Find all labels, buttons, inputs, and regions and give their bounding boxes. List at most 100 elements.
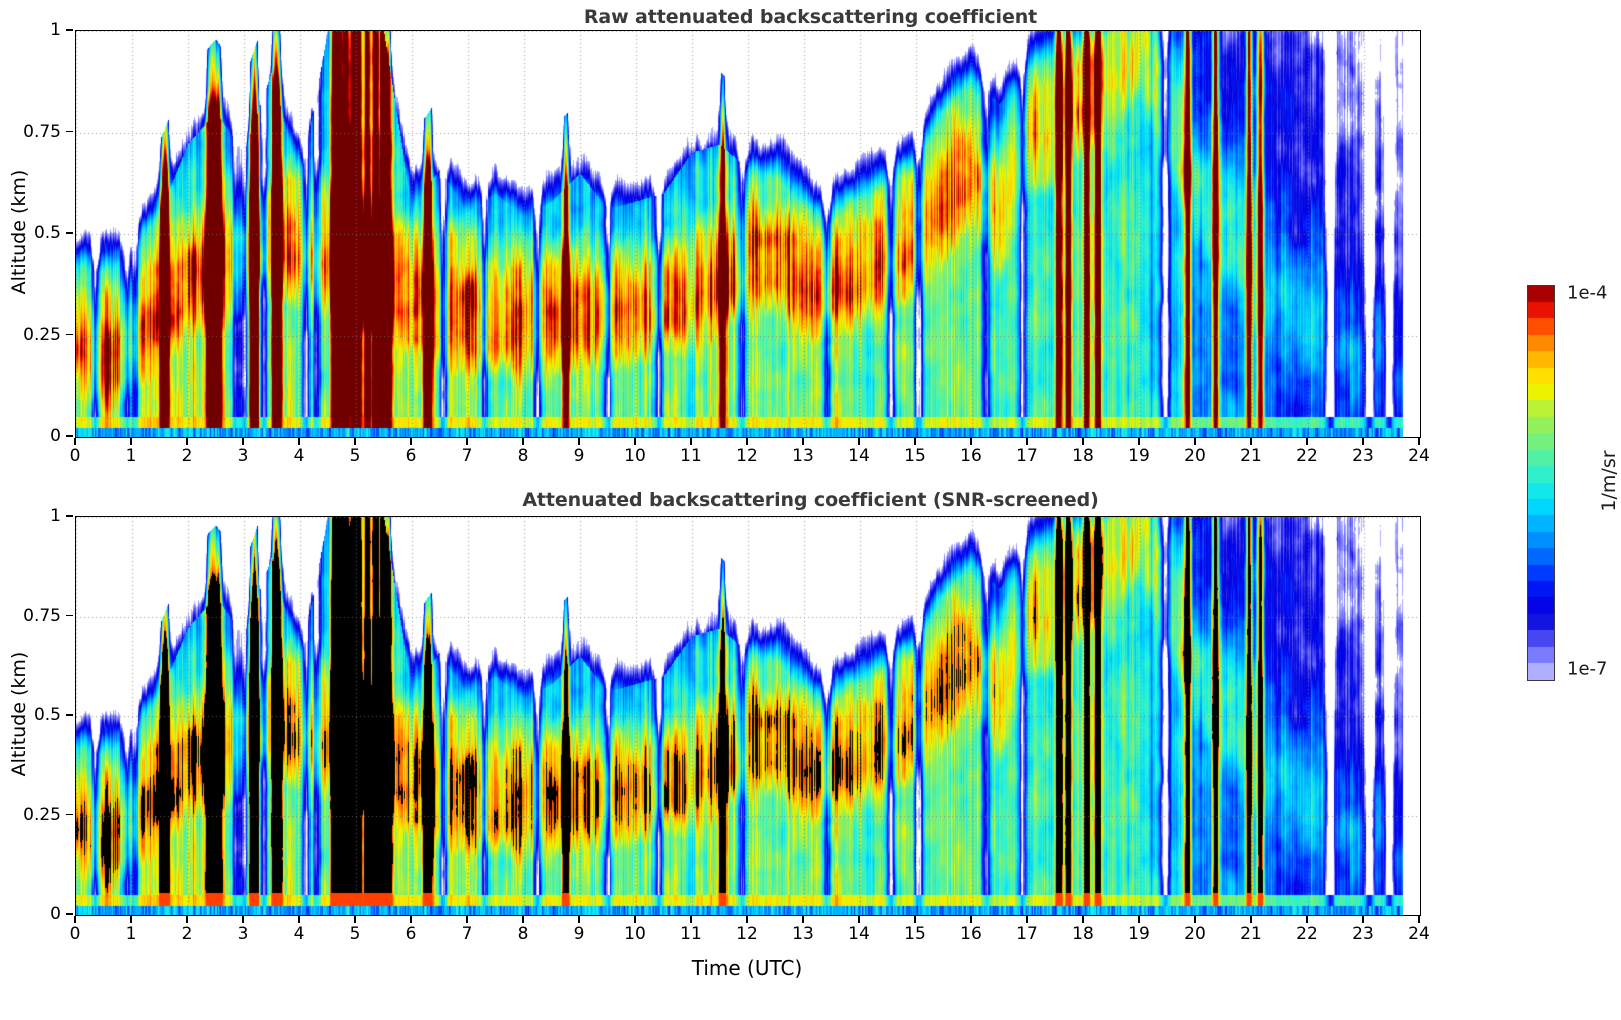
x-tick-mark <box>74 915 76 923</box>
y-tick-mark <box>66 29 74 31</box>
x-tick-label: 17 <box>1016 924 1038 944</box>
x-tick-label: 13 <box>792 446 814 466</box>
y-tick-mark <box>66 130 74 133</box>
x-tick-label: 16 <box>960 924 982 944</box>
x-tick-mark <box>410 437 412 445</box>
x-tick-mark <box>1250 437 1252 445</box>
x-tick-label: 19 <box>1128 446 1150 466</box>
y-tick-mark <box>66 813 74 816</box>
x-tick-label: 23 <box>1352 446 1374 466</box>
x-tick-label: 1 <box>125 446 137 466</box>
x-tick-mark <box>466 915 468 923</box>
x-tick-mark <box>354 437 356 445</box>
x-tick-mark <box>914 437 916 445</box>
x-tick-label: 7 <box>461 924 473 944</box>
x-tick-label: 8 <box>517 446 529 466</box>
x-tick-label: 17 <box>1016 446 1038 466</box>
x-tick-label: 2 <box>181 924 193 944</box>
x-tick-mark <box>1026 437 1028 445</box>
x-tick-mark <box>578 437 580 445</box>
x-tick-label: 22 <box>1296 446 1318 466</box>
x-tick-mark <box>1138 437 1140 445</box>
x-tick-label: 10 <box>624 446 646 466</box>
x-tick-mark <box>522 437 524 445</box>
x-tick-mark <box>1418 437 1420 445</box>
y-axis-label-panel1: Altitude (km) <box>8 169 30 295</box>
x-tick-label: 6 <box>405 924 417 944</box>
colorbar-max-label: 1e-4 <box>1567 282 1608 304</box>
x-tick-mark <box>186 437 188 445</box>
x-tick-mark <box>858 437 860 445</box>
x-tick-mark <box>242 437 244 445</box>
x-tick-label: 20 <box>1184 446 1206 466</box>
x-tick-mark <box>1306 437 1308 445</box>
x-tick-label: 2 <box>181 446 193 466</box>
x-tick-mark <box>1194 915 1196 923</box>
y-tick-label: 0.25 <box>23 324 61 345</box>
x-tick-mark <box>1194 437 1196 445</box>
x-tick-mark <box>746 437 748 445</box>
y-tick-mark <box>66 515 74 517</box>
x-tick-label: 8 <box>517 924 529 944</box>
x-tick-label: 14 <box>848 924 870 944</box>
x-tick-mark <box>1026 915 1028 923</box>
x-tick-label: 14 <box>848 446 870 466</box>
x-tick-label: 21 <box>1240 446 1262 466</box>
x-tick-label: 20 <box>1184 924 1206 944</box>
x-tick-label: 0 <box>69 924 81 944</box>
x-tick-mark <box>970 915 972 923</box>
x-tick-label: 24 <box>1408 924 1430 944</box>
y-tick-label: 0.75 <box>23 121 61 142</box>
x-tick-mark <box>354 915 356 923</box>
x-tick-mark <box>410 915 412 923</box>
x-tick-label: 4 <box>293 446 305 466</box>
y-tick-mark <box>66 614 74 617</box>
x-tick-mark <box>1362 437 1364 445</box>
colorbar <box>1527 285 1555 681</box>
x-tick-label: 0 <box>69 446 81 466</box>
x-tick-label: 23 <box>1352 924 1374 944</box>
x-tick-label: 4 <box>293 924 305 944</box>
x-tick-mark <box>1082 437 1084 445</box>
y-tick-label: 1 <box>50 20 61 40</box>
y-tick-label: 0 <box>50 426 61 446</box>
x-tick-label: 19 <box>1128 924 1150 944</box>
y-tick-label: 0.5 <box>33 223 61 243</box>
heatmap-canvas-snr <box>76 517 1420 915</box>
x-tick-label: 1 <box>125 924 137 944</box>
x-tick-mark <box>1362 915 1364 923</box>
y-axis-label-panel2: Altitude (km) <box>8 651 30 777</box>
x-tick-mark <box>690 915 692 923</box>
x-tick-mark <box>130 915 132 923</box>
x-axis-label: Time (UTC) <box>691 956 803 980</box>
heatmap-canvas-raw <box>76 31 1420 437</box>
x-tick-mark <box>914 915 916 923</box>
y-tick-label: 0.25 <box>23 804 61 825</box>
x-tick-mark <box>858 915 860 923</box>
x-tick-mark <box>634 437 636 445</box>
x-tick-mark <box>802 437 804 445</box>
x-tick-mark <box>1418 915 1420 923</box>
x-tick-mark <box>1138 915 1140 923</box>
heatmap-panel-raw <box>75 30 1421 438</box>
x-tick-label: 3 <box>237 924 249 944</box>
x-tick-label: 22 <box>1296 924 1318 944</box>
y-tick-label: 0.5 <box>33 705 61 725</box>
x-tick-label: 9 <box>573 446 585 466</box>
x-tick-label: 15 <box>904 446 926 466</box>
x-tick-label: 11 <box>680 924 702 944</box>
x-tick-label: 16 <box>960 446 982 466</box>
y-tick-mark <box>66 913 74 915</box>
colorbar-unit-label: 1/m/sr <box>1598 450 1620 512</box>
x-tick-label: 12 <box>736 924 758 944</box>
x-tick-mark <box>690 437 692 445</box>
x-tick-label: 15 <box>904 924 926 944</box>
y-tick-label: 0 <box>50 904 61 924</box>
x-tick-label: 12 <box>736 446 758 466</box>
x-tick-label: 18 <box>1072 924 1094 944</box>
x-tick-label: 3 <box>237 446 249 466</box>
x-tick-mark <box>522 915 524 923</box>
x-tick-mark <box>298 915 300 923</box>
x-tick-mark <box>802 915 804 923</box>
